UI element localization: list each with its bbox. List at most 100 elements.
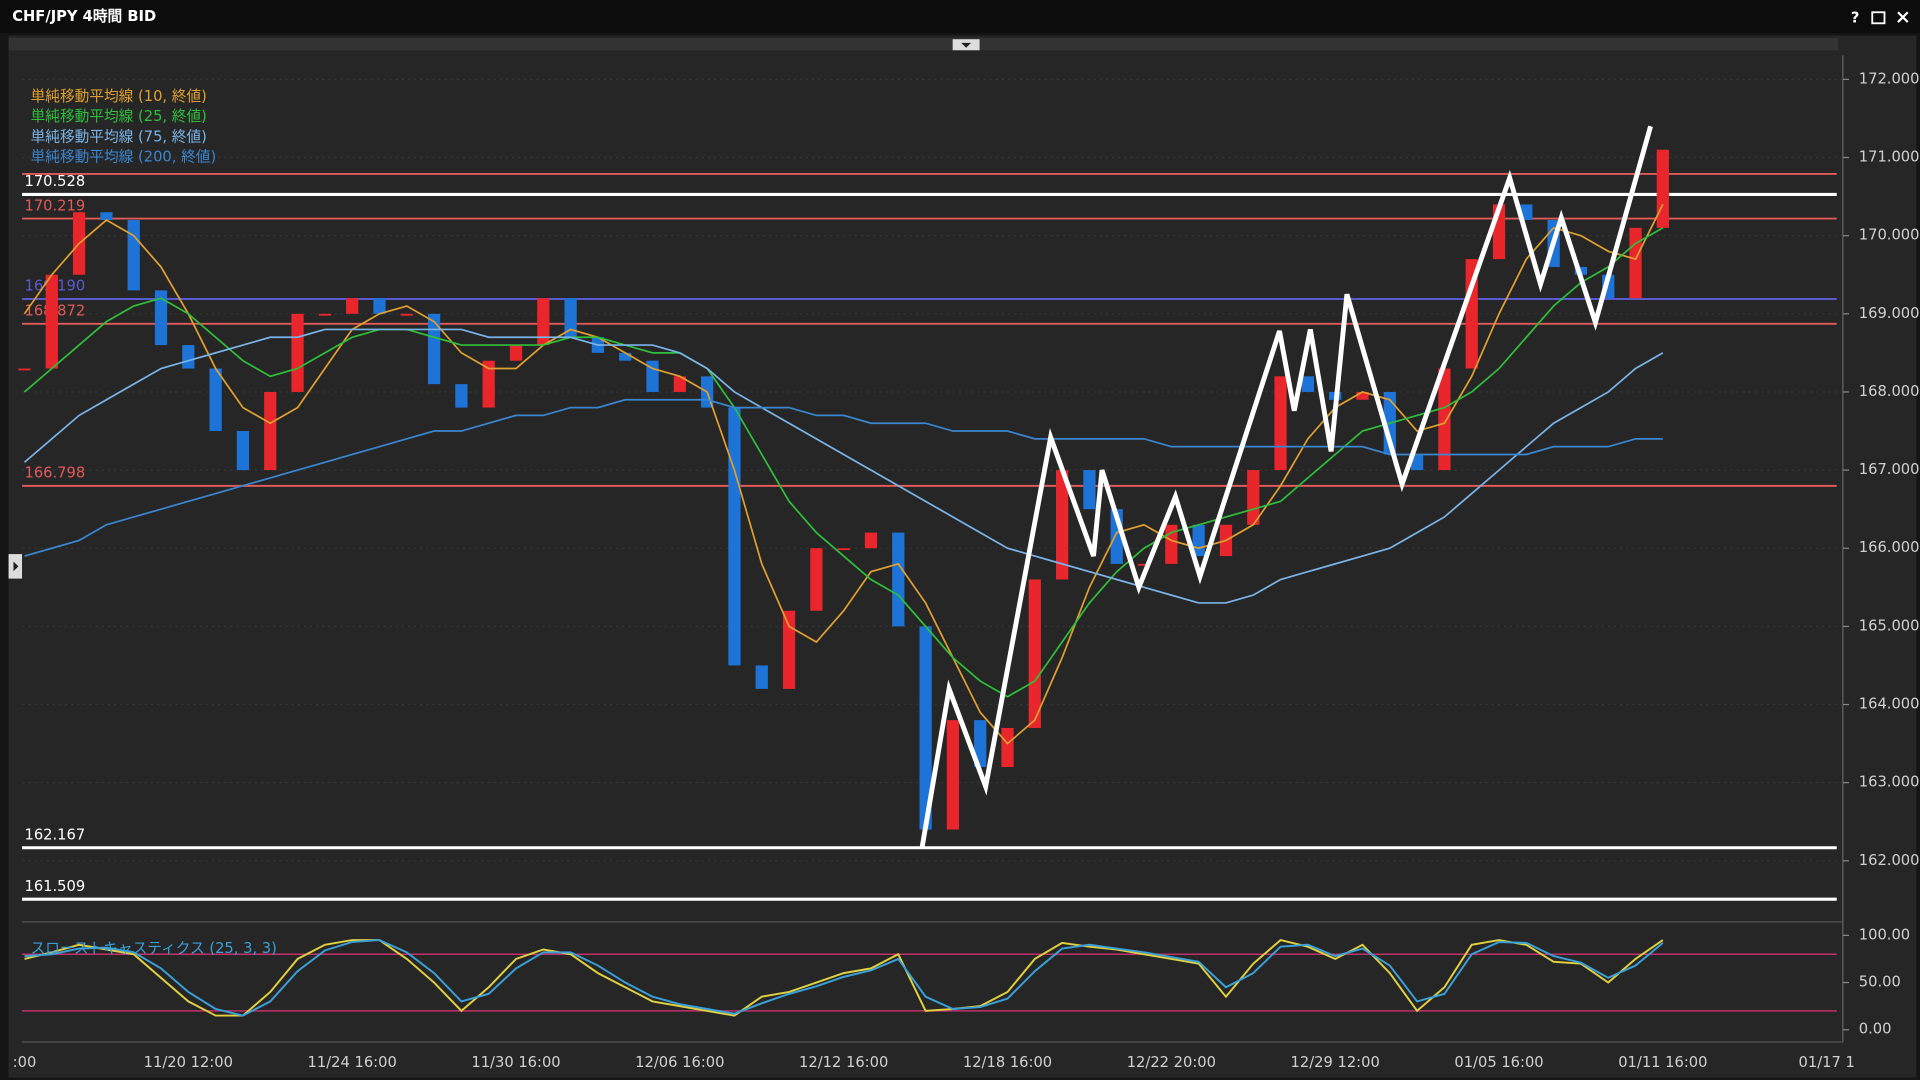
candle (318, 313, 331, 316)
candle (509, 345, 523, 361)
candle (182, 345, 195, 369)
maximize-button[interactable] (1871, 11, 1886, 25)
window-title: CHF/JPY 4時間 BID (12, 7, 156, 25)
close-button[interactable] (1897, 11, 1909, 23)
x-tick-label: 01/11 16:00 (1618, 1054, 1707, 1071)
candle (291, 313, 304, 392)
y-tick-label: 164.000 (1859, 696, 1920, 713)
x-tick-label: 11/30 16:00 (471, 1054, 560, 1071)
level-label: 166.798 (24, 465, 85, 482)
candle (482, 360, 495, 408)
candle (127, 220, 140, 291)
level-label: 162.167 (24, 826, 85, 843)
candle (1056, 470, 1069, 580)
x-tick-label: 01/05 16:00 (1454, 1054, 1543, 1071)
candle (619, 352, 632, 361)
candle (782, 610, 796, 689)
y-tick-label: 163.000 (1859, 774, 1920, 791)
x-tick-label: 12/29 12:00 (1291, 1054, 1380, 1071)
legend-entry: 単純移動平均線 (200, 終値) (31, 149, 217, 166)
level-label: 170.528 (24, 173, 85, 190)
x-tick-label: 12/06 16:00 (635, 1054, 724, 1071)
candle (1028, 579, 1041, 728)
candle (1001, 727, 1014, 768)
oscillator-line (24, 939, 1664, 1017)
moving-average (23, 328, 1664, 604)
candle (974, 720, 987, 768)
candle (1137, 563, 1151, 566)
side-panel-icon (13, 561, 19, 572)
moving-average (24, 398, 1663, 557)
y-tick-label: 169.000 (1859, 305, 1920, 322)
candle (427, 313, 441, 385)
candle (1247, 470, 1260, 525)
candle (1356, 391, 1369, 400)
candle (154, 290, 168, 346)
candle (946, 720, 960, 830)
chart-area (8, 35, 1917, 1078)
candle (919, 626, 932, 830)
candle (1410, 454, 1424, 471)
y-tick-label: 50.00 (1859, 974, 1901, 991)
y-tick-label: 0.00 (1859, 1021, 1892, 1038)
moving-average (23, 204, 1664, 745)
candle (810, 548, 823, 611)
help-button[interactable]: ? (1851, 9, 1860, 26)
level-label: 161.509 (24, 878, 85, 895)
candle (755, 665, 768, 689)
x-tick-label: 12/12 16:00 (799, 1054, 888, 1071)
candle (1465, 259, 1478, 369)
x-tick-label: 11/20 12:00 (144, 1054, 233, 1071)
legend-entry: 単純移動平均線 (10, 終値) (31, 88, 207, 105)
candle (1301, 376, 1314, 392)
title-bar (0, 0, 1920, 34)
zigzag-line (919, 125, 1653, 849)
x-tick-label: 01/17 1 (1799, 1054, 1855, 1071)
y-tick-label: 171.000 (1859, 149, 1920, 166)
y-tick-label: 167.000 (1859, 461, 1920, 478)
candle (346, 298, 359, 314)
candle (537, 298, 550, 346)
candle (673, 376, 686, 392)
candle (18, 368, 31, 371)
legend-entry: 単純移動平均線 (75, 終値) (31, 128, 207, 145)
y-tick-label: 100.00 (1859, 926, 1910, 943)
indicator-title: スローストキャスティクス (25, 3, 3) (31, 940, 277, 957)
legend-entry: 単純移動平均線 (25, 終値) (31, 108, 207, 125)
candle (236, 431, 250, 471)
toolbar-strip (8, 38, 1838, 51)
candle (564, 298, 577, 338)
candle (455, 384, 468, 408)
candle (1656, 149, 1669, 228)
candle (100, 212, 113, 221)
candle (373, 298, 386, 314)
y-tick-label: 162.000 (1859, 852, 1920, 869)
candle (1629, 227, 1642, 299)
x-tick-label: 11/24 16:00 (308, 1054, 397, 1071)
candle (209, 368, 222, 432)
candle (892, 532, 905, 627)
y-tick-label: 165.000 (1859, 617, 1920, 634)
moving-average (23, 227, 1664, 698)
candle (837, 548, 850, 551)
x-tick-label: 12/22 20:00 (1127, 1054, 1216, 1071)
candle (728, 407, 741, 666)
candle (400, 313, 413, 316)
y-tick-label: 166.000 (1859, 539, 1920, 556)
y-tick-label: 168.000 (1859, 383, 1920, 400)
candle (264, 391, 277, 471)
x-tick-label: :00 (13, 1054, 37, 1071)
y-tick-label: 172.000 (1859, 70, 1920, 87)
candle (1083, 470, 1096, 510)
collapse-icon (961, 42, 972, 48)
oscillator-line (24, 939, 1664, 1017)
candle (1274, 376, 1287, 471)
y-tick-label: 170.000 (1859, 227, 1920, 244)
level-label: 170.219 (24, 197, 85, 214)
x-tick-label: 12/18 16:00 (963, 1054, 1052, 1071)
candle (45, 274, 58, 369)
candle (1438, 368, 1451, 471)
